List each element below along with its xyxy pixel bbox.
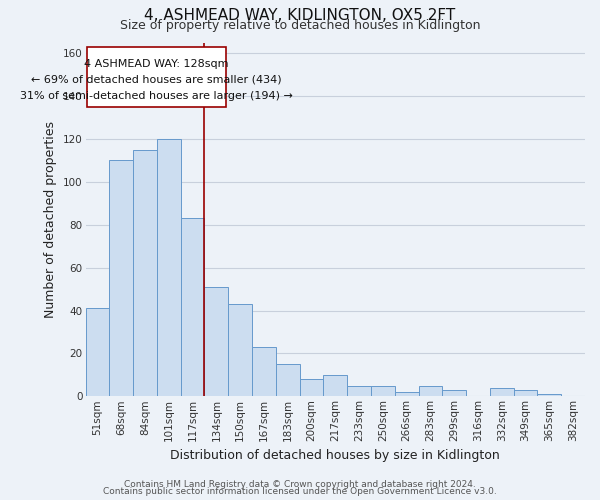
Bar [371, 386, 395, 396]
Bar [109, 160, 133, 396]
Text: 31% of semi-detached houses are larger (194) →: 31% of semi-detached houses are larger (… [20, 91, 293, 101]
Bar [538, 394, 561, 396]
Bar [419, 386, 442, 396]
Bar [252, 347, 276, 397]
Bar [299, 379, 323, 396]
Y-axis label: Number of detached properties: Number of detached properties [44, 121, 58, 318]
Bar [228, 304, 252, 396]
Bar [514, 390, 538, 396]
Bar [181, 218, 205, 396]
Text: Size of property relative to detached houses in Kidlington: Size of property relative to detached ho… [120, 18, 480, 32]
Bar [490, 388, 514, 396]
Bar [157, 139, 181, 396]
Bar [347, 386, 371, 396]
Bar [133, 150, 157, 396]
Bar [276, 364, 299, 396]
Bar [442, 390, 466, 396]
Bar [205, 287, 228, 397]
Text: 4, ASHMEAD WAY, KIDLINGTON, OX5 2FT: 4, ASHMEAD WAY, KIDLINGTON, OX5 2FT [145, 8, 455, 22]
Bar [395, 392, 419, 396]
FancyBboxPatch shape [87, 47, 226, 107]
Bar [323, 375, 347, 396]
X-axis label: Distribution of detached houses by size in Kidlington: Distribution of detached houses by size … [170, 450, 500, 462]
Bar [86, 308, 109, 396]
Text: Contains public sector information licensed under the Open Government Licence v3: Contains public sector information licen… [103, 487, 497, 496]
Text: ← 69% of detached houses are smaller (434): ← 69% of detached houses are smaller (43… [31, 75, 281, 85]
Text: Contains HM Land Registry data © Crown copyright and database right 2024.: Contains HM Land Registry data © Crown c… [124, 480, 476, 489]
Text: 4 ASHMEAD WAY: 128sqm: 4 ASHMEAD WAY: 128sqm [84, 58, 229, 68]
